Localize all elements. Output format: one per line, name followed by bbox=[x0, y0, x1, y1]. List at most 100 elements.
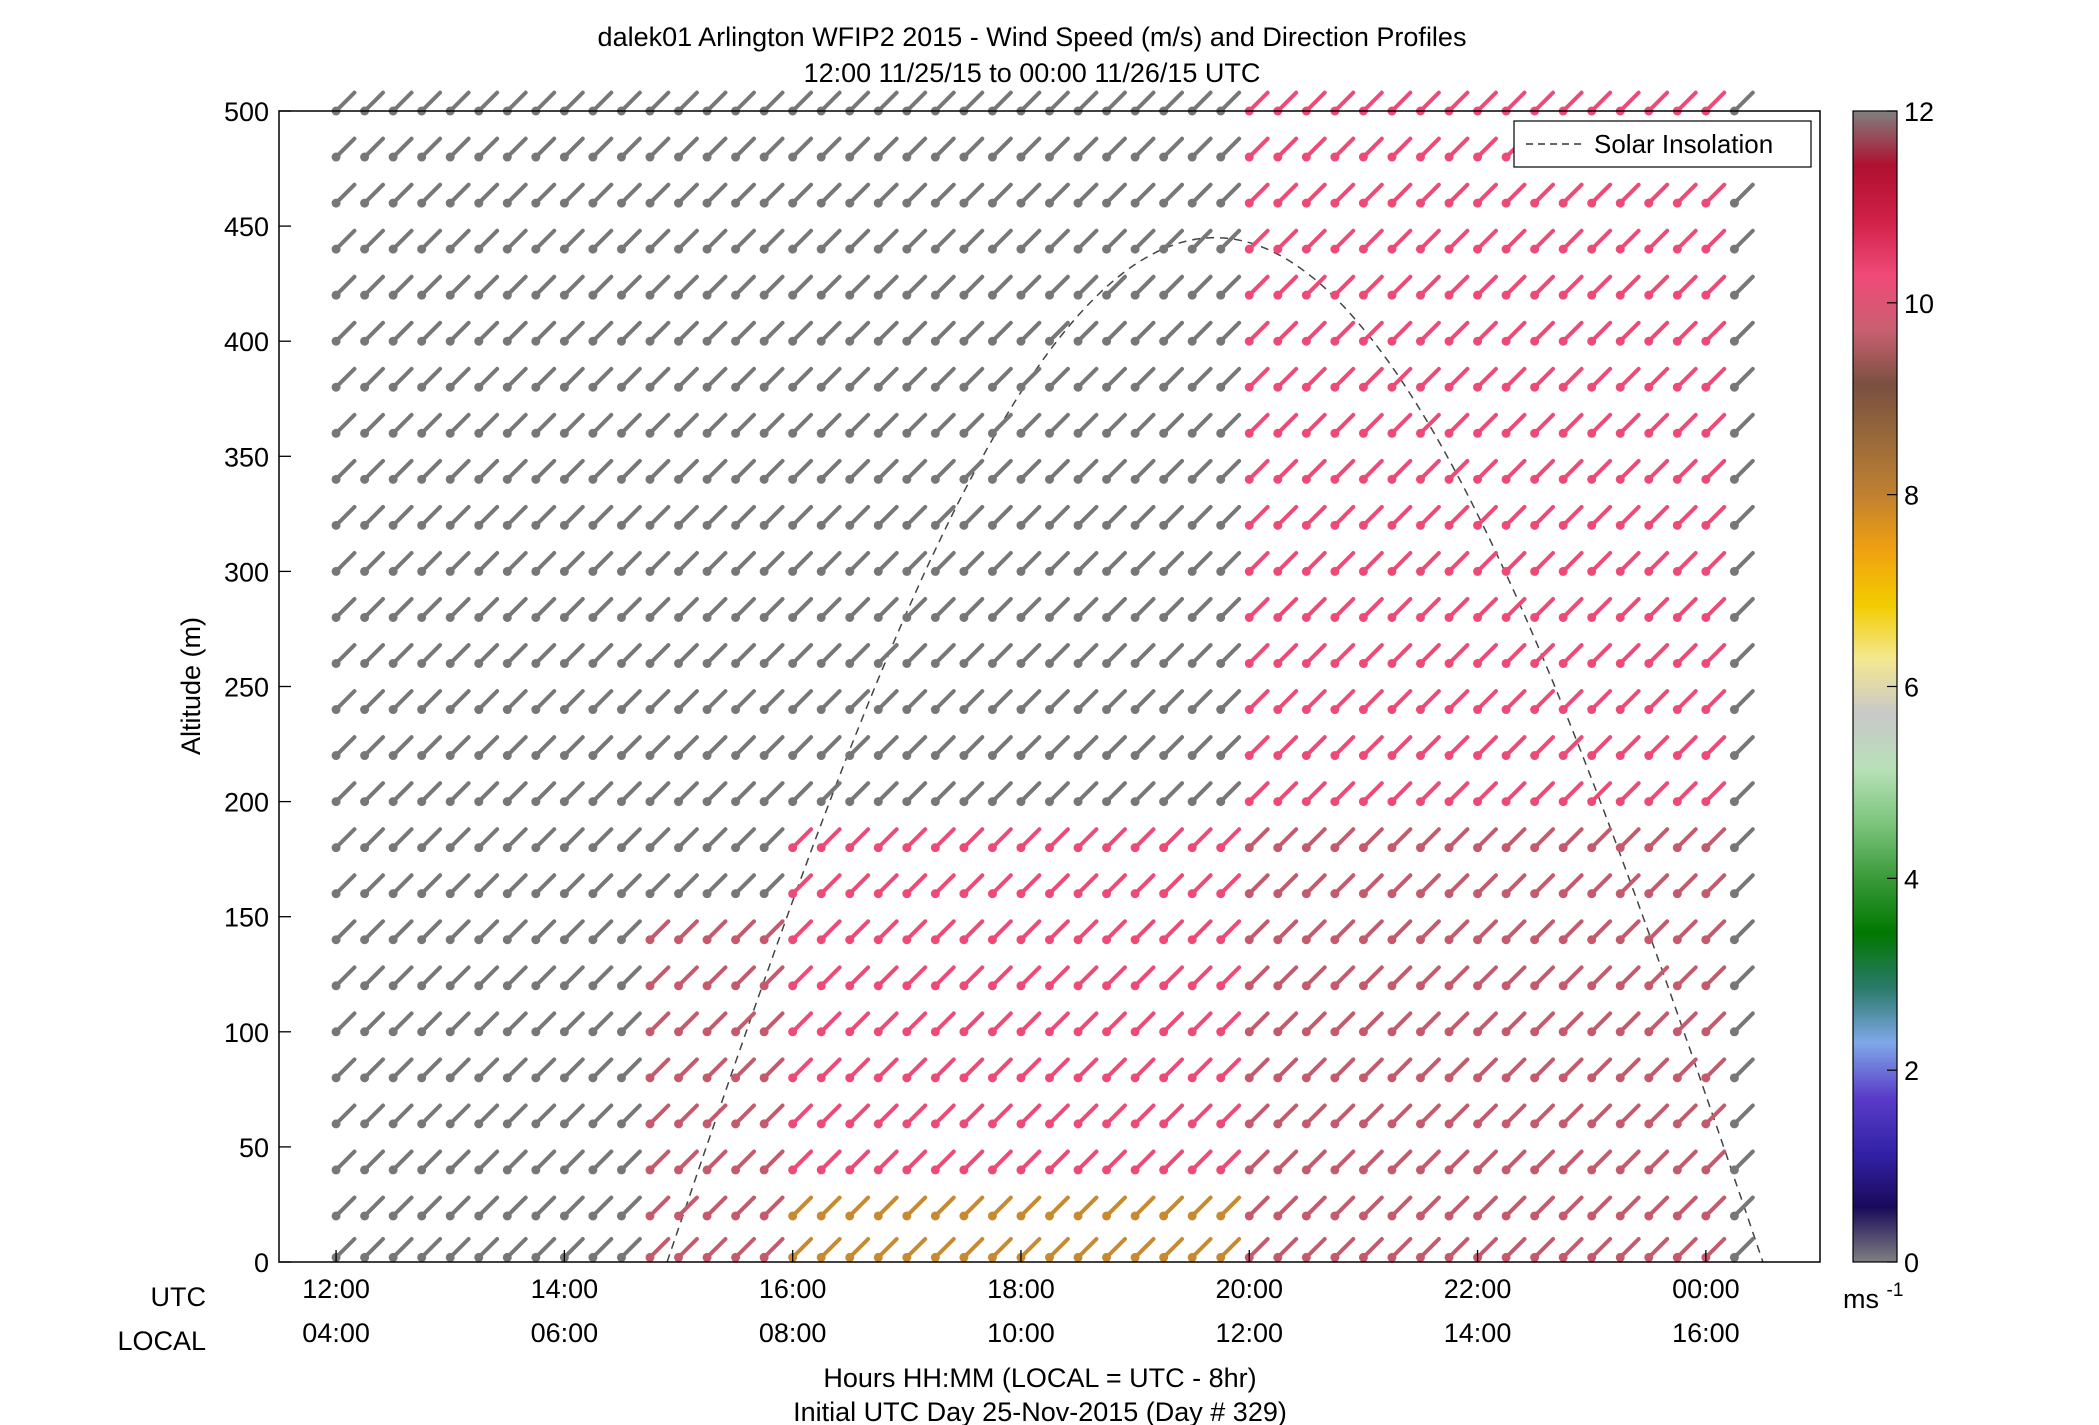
wind-barb-dot bbox=[1729, 658, 1739, 668]
wind-barb-dot bbox=[445, 889, 455, 899]
colorbar: 0 2 4 6 8 10 12 ms -1 bbox=[1843, 97, 1934, 1314]
wind-barb-dot bbox=[930, 428, 940, 438]
wind-barb-dot bbox=[474, 612, 484, 622]
wind-barb-dot bbox=[1473, 382, 1483, 392]
wind-barb-dot bbox=[1701, 1165, 1711, 1175]
wind-barb-dot bbox=[616, 1165, 626, 1175]
wind-barb-dot bbox=[1358, 612, 1368, 622]
wind-barb-dot bbox=[1729, 474, 1739, 484]
wind-barb-dot bbox=[1501, 1073, 1511, 1083]
wind-barb-dot bbox=[531, 1211, 541, 1221]
wind-barb-dot bbox=[1672, 797, 1682, 807]
wind-barb-dot bbox=[1473, 843, 1483, 853]
wind-barb-dot bbox=[559, 474, 569, 484]
wind-barb-dot bbox=[1501, 751, 1511, 761]
wind-barb-dot bbox=[930, 566, 940, 576]
wind-barb-dot bbox=[1301, 244, 1311, 254]
wind-barb-dot bbox=[702, 1027, 712, 1037]
wind-barb-dot bbox=[1644, 1165, 1654, 1175]
wind-barb-dot bbox=[1216, 935, 1226, 945]
wind-barb-dot bbox=[902, 1073, 912, 1083]
wind-barb-dot bbox=[1102, 889, 1112, 899]
wind-barb-dot bbox=[1444, 981, 1454, 991]
wind-barb-dot bbox=[1587, 1073, 1597, 1083]
wind-barb-dot bbox=[1273, 382, 1283, 392]
wind-barb-dot bbox=[873, 1252, 883, 1262]
wind-barb-dot bbox=[388, 935, 398, 945]
wind-barb-dot bbox=[1159, 474, 1169, 484]
wind-barb-dot bbox=[816, 382, 826, 392]
wind-barb-dot bbox=[388, 290, 398, 300]
wind-barb-dot bbox=[1273, 797, 1283, 807]
wind-barb-dot bbox=[502, 1119, 512, 1129]
wind-barb-dot bbox=[1644, 658, 1654, 668]
wind-barb-dot bbox=[1444, 198, 1454, 208]
wind-barb-dot bbox=[1387, 843, 1397, 853]
wind-barb-dot bbox=[1244, 1119, 1254, 1129]
x-tick-label-utc: 14:00 bbox=[531, 1274, 599, 1304]
wind-barb-dot bbox=[1073, 1119, 1083, 1129]
wind-barb-dot bbox=[588, 382, 598, 392]
wind-barb-dot bbox=[1415, 751, 1425, 761]
wind-barb-dot bbox=[1016, 152, 1026, 162]
wind-barb-dot bbox=[902, 198, 912, 208]
wind-barb-dot bbox=[531, 751, 541, 761]
wind-barb-dot bbox=[959, 658, 969, 668]
wind-barb-dot bbox=[788, 1165, 798, 1175]
wind-barb-dot bbox=[445, 566, 455, 576]
wind-barb-dot bbox=[502, 566, 512, 576]
wind-barb-dot bbox=[360, 705, 370, 715]
wind-barb-dot bbox=[1045, 1073, 1054, 1083]
wind-barb-dot bbox=[588, 1119, 598, 1129]
wind-barb-dot bbox=[1045, 1252, 1054, 1262]
wind-barb-dot bbox=[902, 566, 912, 576]
wind-barb-dot bbox=[388, 1252, 398, 1262]
wind-barb-dot bbox=[474, 843, 484, 853]
colorbar-tick-label: 10 bbox=[1904, 289, 1934, 319]
wind-barb-dot bbox=[1016, 1119, 1026, 1129]
wind-barb-dot bbox=[1073, 612, 1083, 622]
wind-barb-dot bbox=[1644, 428, 1654, 438]
wind-barb-dot bbox=[873, 705, 883, 715]
wind-barb-dot bbox=[731, 428, 741, 438]
wind-barb-dot bbox=[1387, 428, 1397, 438]
y-tick-label: 400 bbox=[224, 327, 269, 357]
wind-barb-dot bbox=[902, 935, 912, 945]
wind-barb-dot bbox=[1045, 152, 1054, 162]
wind-barb-dot bbox=[1073, 382, 1083, 392]
wind-barb-dot bbox=[845, 889, 855, 899]
wind-barb-dot bbox=[845, 474, 855, 484]
wind-barb-dot bbox=[474, 935, 484, 945]
wind-barb-dot bbox=[674, 152, 684, 162]
wind-barb-dot bbox=[1701, 1027, 1711, 1037]
wind-barb-dot bbox=[1729, 1119, 1739, 1129]
wind-barb-dot bbox=[1102, 981, 1112, 991]
wind-barb-dot bbox=[816, 1119, 826, 1129]
wind-barb-dot bbox=[1216, 474, 1226, 484]
wind-barb-dot bbox=[1187, 658, 1197, 668]
y-tick-label: 350 bbox=[224, 442, 269, 472]
wind-barb-dot bbox=[1587, 935, 1597, 945]
wind-barb-dot bbox=[1444, 520, 1454, 530]
wind-barb-dot bbox=[1244, 1027, 1254, 1037]
wind-barb-dot bbox=[959, 474, 969, 484]
wind-barb-dot bbox=[559, 1165, 569, 1175]
wind-barb-dot bbox=[1130, 797, 1140, 807]
wind-barb-dot bbox=[845, 658, 855, 668]
wind-barb-dot bbox=[1073, 566, 1083, 576]
wind-barb-dot bbox=[1330, 658, 1340, 668]
wind-barb-dot bbox=[759, 520, 769, 530]
wind-barb-dot bbox=[1130, 843, 1140, 853]
wind-barb-dot bbox=[1644, 290, 1654, 300]
wind-barb-dot bbox=[873, 1027, 883, 1037]
wind-barb-dot bbox=[674, 751, 684, 761]
wind-barb-dot bbox=[388, 1073, 398, 1083]
wind-barb-dot bbox=[445, 1165, 455, 1175]
wind-barb-dot bbox=[1301, 290, 1311, 300]
wind-barb-dot bbox=[1530, 428, 1540, 438]
wind-barb-dot bbox=[788, 382, 798, 392]
x-tick-label-utc: 12:00 bbox=[302, 1274, 370, 1304]
wind-barb-dot bbox=[502, 520, 512, 530]
wind-barb-dot bbox=[759, 658, 769, 668]
wind-barb-dot bbox=[1187, 1211, 1197, 1221]
